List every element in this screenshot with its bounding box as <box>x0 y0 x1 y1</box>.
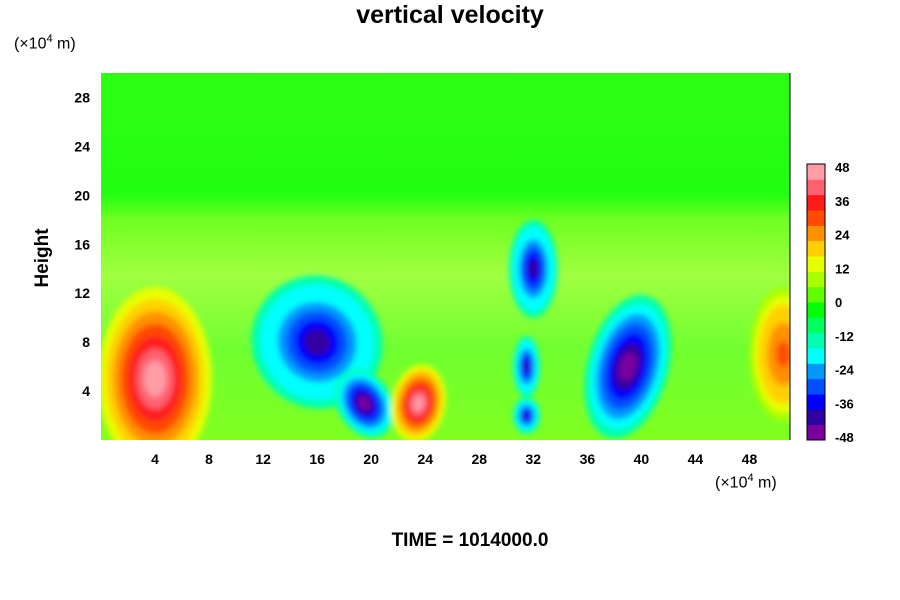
colorbar-tick-label: -12 <box>835 329 854 344</box>
downdraft-contour <box>619 352 637 381</box>
x-tick-label: 48 <box>742 451 758 467</box>
plot-background <box>101 73 790 440</box>
x-tick-label: 28 <box>471 451 487 467</box>
colorbar-frame <box>806 163 826 441</box>
colorbar-tick-labels: 48 36 24 12 0 -12 -24 -36 -48 <box>835 160 855 445</box>
x-tick-label: 12 <box>255 451 271 467</box>
colorbar-swatch <box>807 424 825 441</box>
colorbar-swatch <box>807 378 825 395</box>
colorbar-swatch <box>807 348 825 364</box>
y-axis-unit: (×104 m) <box>14 33 76 53</box>
colorbar-swatch <box>807 271 825 288</box>
colorbar-tick-label: 12 <box>835 261 849 276</box>
colorbar-tick-label: -48 <box>835 430 854 445</box>
colorbar-swatch <box>807 194 825 211</box>
x-tick-labels: 4 8 12 16 20 24 28 32 36 40 44 48 <box>151 451 757 467</box>
y-tick-labels: 4 8 12 16 20 24 28 <box>74 89 90 399</box>
colorbar <box>806 163 826 441</box>
y-tick-label: 24 <box>74 138 90 154</box>
x-tick-label: 8 <box>205 451 213 467</box>
y-tick-label: 12 <box>74 285 90 301</box>
colorbar-tick-label: 36 <box>835 194 849 209</box>
x-tick-label: 20 <box>363 451 379 467</box>
downdraft-contour <box>523 411 530 420</box>
y-tick-label: 16 <box>74 236 90 252</box>
colorbar-swatch <box>807 256 825 272</box>
colorbar-swatch <box>807 179 825 196</box>
x-tick-label: 32 <box>526 451 542 467</box>
x-axis-unit: (×104 m) <box>715 472 777 492</box>
x-tick-label: 24 <box>417 451 433 467</box>
colorbar-swatch <box>807 394 825 410</box>
colorbar-swatch <box>807 210 825 226</box>
colorbar-tick-label: -36 <box>835 396 854 411</box>
colorbar-swatch <box>807 225 825 242</box>
colorbar-swatch <box>807 409 825 426</box>
colorbar-swatch <box>807 332 825 349</box>
y-tick-label: 4 <box>82 383 90 399</box>
downdraft-contour <box>523 360 530 373</box>
downdraft-contour <box>528 258 539 279</box>
x-tick-label: 44 <box>688 451 704 467</box>
colorbar-swatch <box>807 302 825 318</box>
colorbar-tick-label: -24 <box>835 363 855 378</box>
colorbar-swatch <box>807 164 825 180</box>
chart-title: vertical velocity <box>356 1 544 29</box>
y-tick-label: 8 <box>82 334 90 350</box>
colorbar-swatch <box>807 240 825 257</box>
colorbar-swatch <box>807 286 825 303</box>
x-tick-label: 36 <box>580 451 596 467</box>
colorbar-tick-label: 48 <box>835 160 849 175</box>
velocity-field <box>101 219 790 440</box>
updraft-contour <box>776 340 790 368</box>
plot-area <box>101 73 790 440</box>
x-tick-label: 40 <box>634 451 650 467</box>
updraft-contour <box>143 360 167 398</box>
y-tick-label: 28 <box>74 89 90 105</box>
updraft-contour <box>412 395 424 412</box>
colorbar-swatch <box>807 363 825 380</box>
y-tick-label: 20 <box>74 187 90 203</box>
colorbar-swatch <box>807 317 825 334</box>
x-tick-label: 16 <box>309 451 325 467</box>
downdraft-contour <box>358 396 371 411</box>
colorbar-tick-label: 0 <box>835 295 842 310</box>
colorbar-tick-label: 24 <box>835 228 850 243</box>
downdraft-contour <box>304 328 331 356</box>
time-label: TIME = 1014000.0 <box>391 530 549 551</box>
x-tick-label: 4 <box>151 451 159 467</box>
